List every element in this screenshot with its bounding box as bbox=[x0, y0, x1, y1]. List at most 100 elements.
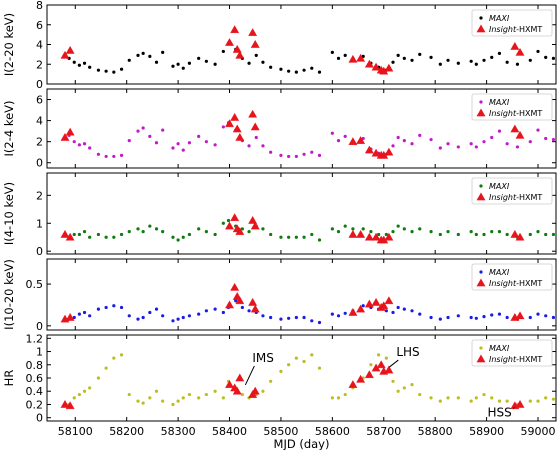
data-point-maxi bbox=[119, 67, 124, 71]
data-point-maxi bbox=[391, 144, 395, 148]
y-tick-label: 2 bbox=[36, 58, 43, 71]
data-point-maxi bbox=[402, 56, 406, 60]
data-point-maxi bbox=[82, 142, 87, 146]
legend-marker-maxi bbox=[479, 16, 483, 20]
data-point-maxi bbox=[317, 153, 322, 157]
legend-label-maxi: MAXI bbox=[489, 14, 510, 23]
data-point-maxi bbox=[72, 396, 76, 400]
data-point-maxi bbox=[197, 56, 201, 60]
data-point-hxmt bbox=[364, 232, 374, 241]
data-point-maxi bbox=[104, 235, 108, 239]
data-point-hxmt bbox=[60, 132, 70, 141]
y-axis-label: I(2-4 keV) bbox=[2, 101, 16, 157]
data-point-maxi bbox=[474, 316, 478, 320]
data-point-maxi bbox=[469, 59, 473, 63]
data-point-maxi bbox=[343, 134, 347, 138]
data-point-maxi bbox=[402, 227, 406, 231]
data-point-maxi bbox=[490, 230, 494, 234]
panel-5: 00.20.40.60.811.2 HR MAXI Insight-HXMT 58100… bbox=[2, 332, 557, 450]
data-point-hxmt bbox=[371, 297, 381, 306]
data-point-hxmt bbox=[65, 127, 75, 136]
legend-marker-hxmt bbox=[476, 192, 486, 201]
data-point-maxi bbox=[551, 315, 556, 320]
data-point-hxmt bbox=[230, 282, 240, 291]
data-point-maxi bbox=[330, 396, 334, 400]
y-tick-label: 1 bbox=[36, 346, 43, 359]
data-point-maxi bbox=[402, 139, 406, 143]
y-tick-label: 4 bbox=[36, 115, 43, 128]
data-point-maxi bbox=[269, 65, 273, 69]
data-point-maxi bbox=[551, 56, 556, 60]
data-point-maxi bbox=[343, 224, 347, 228]
data-point-maxi bbox=[330, 312, 334, 316]
data-point-maxi bbox=[497, 51, 502, 55]
data-point-maxi bbox=[330, 50, 334, 55]
data-point-maxi bbox=[77, 312, 81, 316]
x-tick-label: 58200 bbox=[109, 425, 144, 438]
data-point-hxmt bbox=[230, 213, 240, 221]
data-point-maxi bbox=[497, 312, 502, 316]
data-point-maxi bbox=[429, 55, 433, 59]
legend-label-hxmt: Insight-HXMT bbox=[489, 193, 542, 202]
data-point-hxmt bbox=[250, 122, 260, 131]
data-point-maxi bbox=[396, 305, 400, 310]
y-tick-label: 0.8 bbox=[26, 359, 44, 372]
data-point-maxi bbox=[96, 232, 101, 237]
data-point-maxi bbox=[482, 392, 486, 397]
data-point-maxi bbox=[438, 146, 442, 150]
data-point-maxi bbox=[528, 399, 532, 403]
data-point-maxi bbox=[77, 63, 81, 67]
y-tick-label: 6 bbox=[36, 19, 43, 32]
data-point-maxi bbox=[384, 356, 388, 360]
data-point-maxi bbox=[171, 146, 175, 150]
data-point-maxi bbox=[213, 232, 217, 237]
data-point-maxi bbox=[336, 396, 341, 400]
data-point-maxi bbox=[197, 134, 201, 138]
data-point-maxi bbox=[226, 218, 231, 223]
data-point-maxi bbox=[377, 353, 381, 357]
data-point-maxi bbox=[119, 232, 124, 237]
data-point-maxi bbox=[204, 309, 208, 313]
data-point-maxi bbox=[469, 399, 473, 403]
data-point-hxmt bbox=[250, 386, 260, 395]
y-axis-label: I(2-20 keV) bbox=[2, 13, 16, 76]
data-point-hxmt bbox=[250, 39, 260, 48]
x-tick-label: 58700 bbox=[366, 425, 401, 438]
data-point-hxmt bbox=[225, 300, 234, 309]
data-point-hxmt bbox=[510, 229, 520, 238]
data-point-maxi bbox=[77, 232, 81, 237]
data-point-maxi bbox=[204, 59, 208, 63]
data-point-maxi bbox=[127, 139, 131, 143]
data-point-maxi bbox=[336, 230, 341, 234]
data-point-maxi bbox=[82, 230, 87, 234]
data-point-maxi bbox=[161, 50, 165, 55]
data-point-maxi bbox=[536, 49, 540, 54]
y-tick-label: 8 bbox=[36, 0, 43, 12]
data-point-maxi bbox=[528, 315, 532, 320]
data-point-maxi bbox=[429, 230, 433, 234]
data-point-maxi bbox=[287, 154, 291, 159]
data-point-maxi bbox=[279, 369, 283, 373]
data-point-hxmt bbox=[384, 296, 394, 305]
data-point-maxi bbox=[148, 54, 152, 58]
data-point-maxi bbox=[287, 235, 291, 239]
data-point-maxi bbox=[187, 61, 192, 65]
data-point-maxi bbox=[343, 53, 347, 57]
data-point-maxi bbox=[204, 140, 208, 144]
data-point-hxmt bbox=[356, 374, 366, 383]
data-point-maxi bbox=[456, 61, 460, 65]
data-point-maxi bbox=[261, 314, 265, 318]
data-point-hxmt bbox=[348, 380, 358, 388]
legend-box bbox=[471, 263, 553, 291]
legend: MAXI Insight-HXMT bbox=[471, 9, 553, 37]
data-point-maxi bbox=[112, 356, 116, 360]
panel-4: 0 0.5 I(10-20 keV) MAXI Insight-HXMT bbox=[2, 258, 557, 333]
panel-frame bbox=[46, 88, 557, 169]
data-point-hxmt bbox=[65, 232, 75, 241]
data-point-maxi bbox=[176, 317, 180, 321]
legend-box bbox=[471, 9, 553, 37]
data-point-maxi bbox=[310, 232, 314, 237]
legend-label-maxi: MAXI bbox=[489, 268, 510, 277]
data-point-maxi bbox=[497, 399, 502, 403]
data-point-maxi bbox=[72, 60, 76, 64]
